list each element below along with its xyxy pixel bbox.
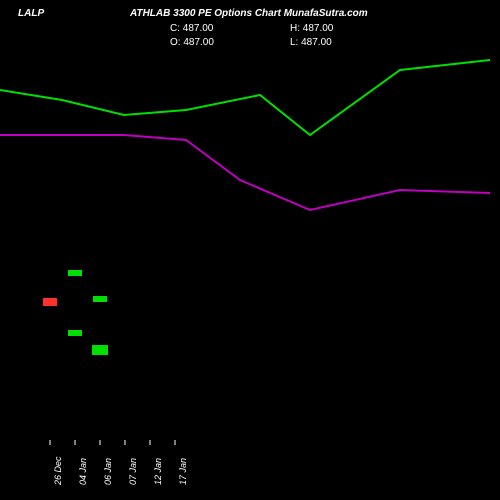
- upper-line: [0, 60, 490, 135]
- candle-bar: [92, 345, 108, 355]
- x-tick-label: 26 Dec: [53, 456, 63, 485]
- chart-container: { "header": { "title_left": "LALP", "tit…: [0, 0, 500, 500]
- x-tick-label: 04 Jan: [78, 458, 88, 485]
- candle-bar: [68, 330, 82, 336]
- x-tick-label: 17 Jan: [178, 458, 188, 485]
- candle-bar: [43, 298, 57, 306]
- price-chart: [0, 0, 500, 500]
- x-tick-label: 07 Jan: [128, 458, 138, 485]
- x-tick-label: 06 Jan: [103, 458, 113, 485]
- candle-bar: [93, 296, 107, 302]
- lower-line: [0, 135, 490, 210]
- x-tick-label: 12 Jan: [153, 458, 163, 485]
- candle-bar: [68, 270, 82, 276]
